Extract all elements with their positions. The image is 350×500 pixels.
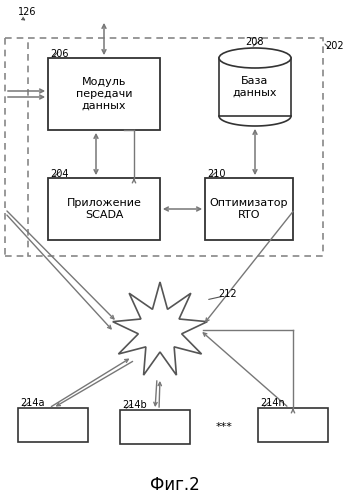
Text: 214n: 214n [260,398,285,408]
Text: Фиг.2: Фиг.2 [150,476,200,494]
Text: 214b: 214b [122,400,147,410]
Text: 204: 204 [50,169,69,179]
Text: 212: 212 [218,289,237,299]
Bar [205,178,293,240]
Bar [48,58,160,130]
Text: 214a: 214a [20,398,44,408]
Text: Модуль
передачи
данных: Модуль передачи данных [76,78,132,110]
Text: 210: 210 [207,169,225,179]
Bar [48,178,160,240]
Text: Оптимизатор
RTO: Оптимизатор RTO [210,198,288,220]
Text: 126: 126 [18,7,36,17]
Text: 208: 208 [245,37,264,47]
Bar [258,408,328,442]
Text: Приложение
SCADA: Приложение SCADA [66,198,141,220]
Ellipse shape [219,48,291,68]
Text: 206: 206 [50,49,69,59]
Bar [219,58,291,116]
Polygon shape [113,282,207,375]
Bar [18,408,88,442]
Bar [28,38,323,256]
Bar [120,410,190,444]
Text: База
данных: База данных [233,76,277,98]
Text: ***: *** [216,422,232,432]
Text: 202: 202 [325,41,344,51]
